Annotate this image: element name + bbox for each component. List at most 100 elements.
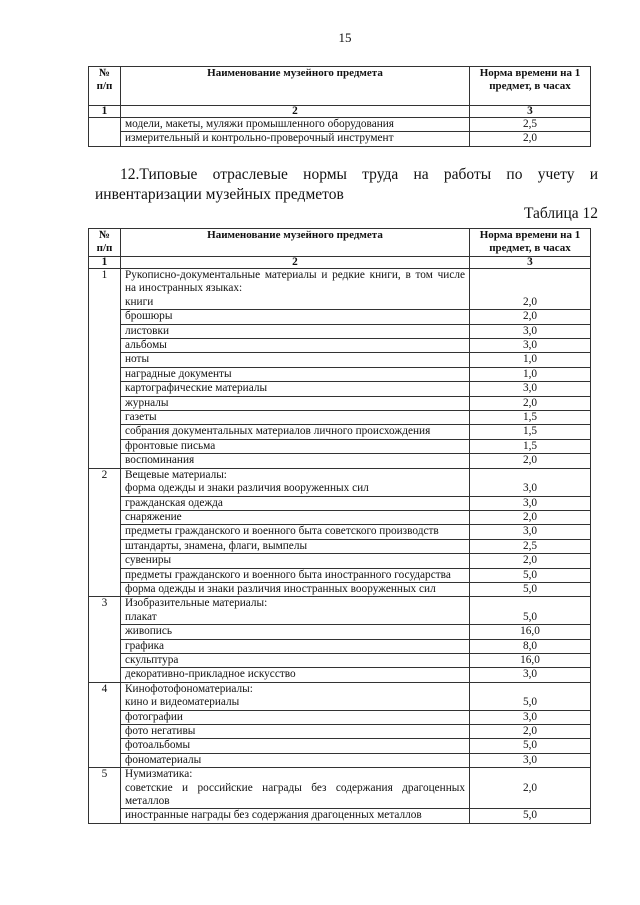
item-value: 2,0 (469, 309, 591, 325)
item-value: 3,0 (469, 709, 591, 726)
item-value: 3,0 (469, 323, 591, 340)
item-name: советские и российские награды без содер… (125, 781, 465, 808)
item-value: 2,0 (469, 395, 591, 412)
item-value: 1,5 (469, 410, 591, 426)
item-value: 3,0 (469, 381, 591, 397)
table-12: № п/п Наименование музейного предмета Но… (88, 228, 591, 824)
item-value: 5,0 (469, 596, 591, 626)
item-value: 2,0 (469, 553, 591, 569)
group-title: Кинофотофономатериалы: (125, 682, 253, 695)
table-row: предметы гражданского и военного быта ин… (89, 567, 591, 583)
item-name: предметы гражданского и военного быта со… (120, 524, 470, 540)
table-row: брошюры 2,0 (89, 309, 591, 325)
item-name: наградные документы (120, 366, 470, 383)
item-name: фото негативы (120, 723, 470, 740)
column-number: 3 (469, 256, 591, 269)
column-numbers-row: 1 2 3 (88, 256, 591, 269)
item-value: 3,0 (469, 495, 591, 511)
column-number: 2 (120, 105, 470, 118)
item-value: 2,5 (469, 116, 591, 133)
item-value: 1,5 (469, 424, 591, 440)
item-value: 3,0 (469, 467, 591, 497)
item-name: декоративно-прикладное искусство (120, 667, 470, 683)
item-value: 2,0 (469, 767, 591, 810)
table-row: собрания документальных материалов лично… (89, 424, 591, 440)
table-row: сувениры 2,0 (89, 553, 591, 569)
table-row: декоративно-прикладное искусство 3,0 (89, 667, 591, 683)
item-value: 16,0 (469, 652, 591, 669)
header-norm: Норма времени на 1 предмет, в часах (469, 228, 591, 257)
column-numbers-row: 1 2 3 (88, 105, 591, 118)
page-number: 15 (338, 30, 352, 45)
group-number: 2 (88, 467, 121, 598)
item-name: скульптура (120, 652, 470, 669)
item-value: 1,0 (469, 352, 591, 368)
table-row: наградные документы 1,0 (89, 366, 591, 383)
item-name: фронтовые письма (120, 438, 470, 455)
item-value: 5,0 (469, 738, 591, 754)
table-row: фономатериалы 3,0 (89, 752, 591, 769)
group-number: 4 (88, 681, 121, 769)
item-value: 5,0 (469, 567, 591, 583)
table-row: журналы 2,0 (89, 395, 591, 412)
item-name: плакат (125, 610, 157, 623)
item-name: сувениры (120, 553, 470, 569)
table-row: фронтовые письма 1,5 (89, 438, 591, 455)
item-name: картографические материалы (120, 381, 470, 397)
item-value: 1,5 (469, 438, 591, 455)
group-number: 1 (88, 268, 121, 469)
item-name: собрания документальных материалов лично… (120, 424, 470, 440)
header-number: № п/п (88, 66, 121, 106)
item-name: брошюры (120, 309, 470, 325)
item-name: альбомы (120, 338, 470, 354)
item-name: иностранные награды без содержания драго… (120, 808, 470, 824)
item-name: измерительный и контрольно-проверочный и… (120, 131, 470, 147)
item-value: 5,0 (469, 681, 591, 711)
item-value: 3,0 (469, 667, 591, 683)
header-norm: Норма времени на 1 предмет, в часах (469, 66, 591, 106)
table-header: № п/п Наименование музейного предмета Но… (88, 228, 591, 257)
group-title: Нумизматика: (125, 768, 193, 781)
table-row: картографические материалы 3,0 (89, 381, 591, 397)
item-value: 16,0 (469, 624, 591, 640)
table-row: воспоминания 2,0 (89, 453, 591, 469)
item-name: живопись (120, 624, 470, 640)
table-row: форма одежды и знаки различия иностранны… (89, 581, 591, 598)
item-name: штандарты, знамена, флаги, вымпелы (120, 538, 470, 555)
column-number: 1 (88, 256, 121, 269)
item-value: 2,0 (469, 509, 591, 526)
table-row: газеты 1,5 (89, 410, 591, 426)
table-row: гражданская одежда 3,0 (89, 495, 591, 511)
item-name: фотоальбомы (120, 738, 470, 754)
item-name: газеты (120, 410, 470, 426)
group-number: 5 (88, 767, 121, 824)
table-row: графика 8,0 (89, 638, 591, 654)
table-row: 5 Нумизматика: советские и российские нагр… (88, 767, 591, 824)
item-name: журналы (120, 395, 470, 412)
group-title: Рукописно-документальные материалы и ред… (125, 269, 465, 295)
item-name: форма одежды и знаки различия вооруженны… (125, 482, 369, 495)
item-value: 1,0 (469, 366, 591, 383)
table-header: № п/п Наименование музейного предмета Но… (88, 66, 591, 106)
table-row: иностранные награды без содержания драго… (89, 808, 591, 824)
header-name: Наименование музейного предмета (120, 66, 470, 106)
table-row: снаряжение 2,0 (89, 509, 591, 526)
item-value: 8,0 (469, 638, 591, 654)
item-value: 2,5 (469, 538, 591, 555)
group-cell: Нумизматика: советские и российские награ… (120, 767, 470, 810)
item-value: 2,0 (469, 131, 591, 147)
item-name: снаряжение (120, 509, 470, 526)
item-name: графика (120, 638, 470, 654)
item-name: кино и видеоматериалы (125, 696, 240, 709)
table-row: 4 Кинофотофономатериалы: кино и видеоматер… (88, 681, 591, 769)
item-name: листовки (120, 323, 470, 340)
item-value: 3,0 (469, 338, 591, 354)
table-row: фотографии 3,0 (89, 709, 591, 726)
table-continued: № п/п Наименование музейного предмета Но… (88, 66, 591, 147)
group-title: Вещевые материалы: (125, 468, 227, 481)
item-name: гражданская одежда (120, 495, 470, 511)
table-row: живопись 16,0 (89, 624, 591, 640)
section-heading-line2: инвентаризации музейных предметов (95, 186, 344, 203)
group-cell: Вещевые материалы: форма одежды и знаки р… (120, 467, 470, 497)
item-name: модели, макеты, муляжи промышленного обо… (120, 116, 470, 133)
